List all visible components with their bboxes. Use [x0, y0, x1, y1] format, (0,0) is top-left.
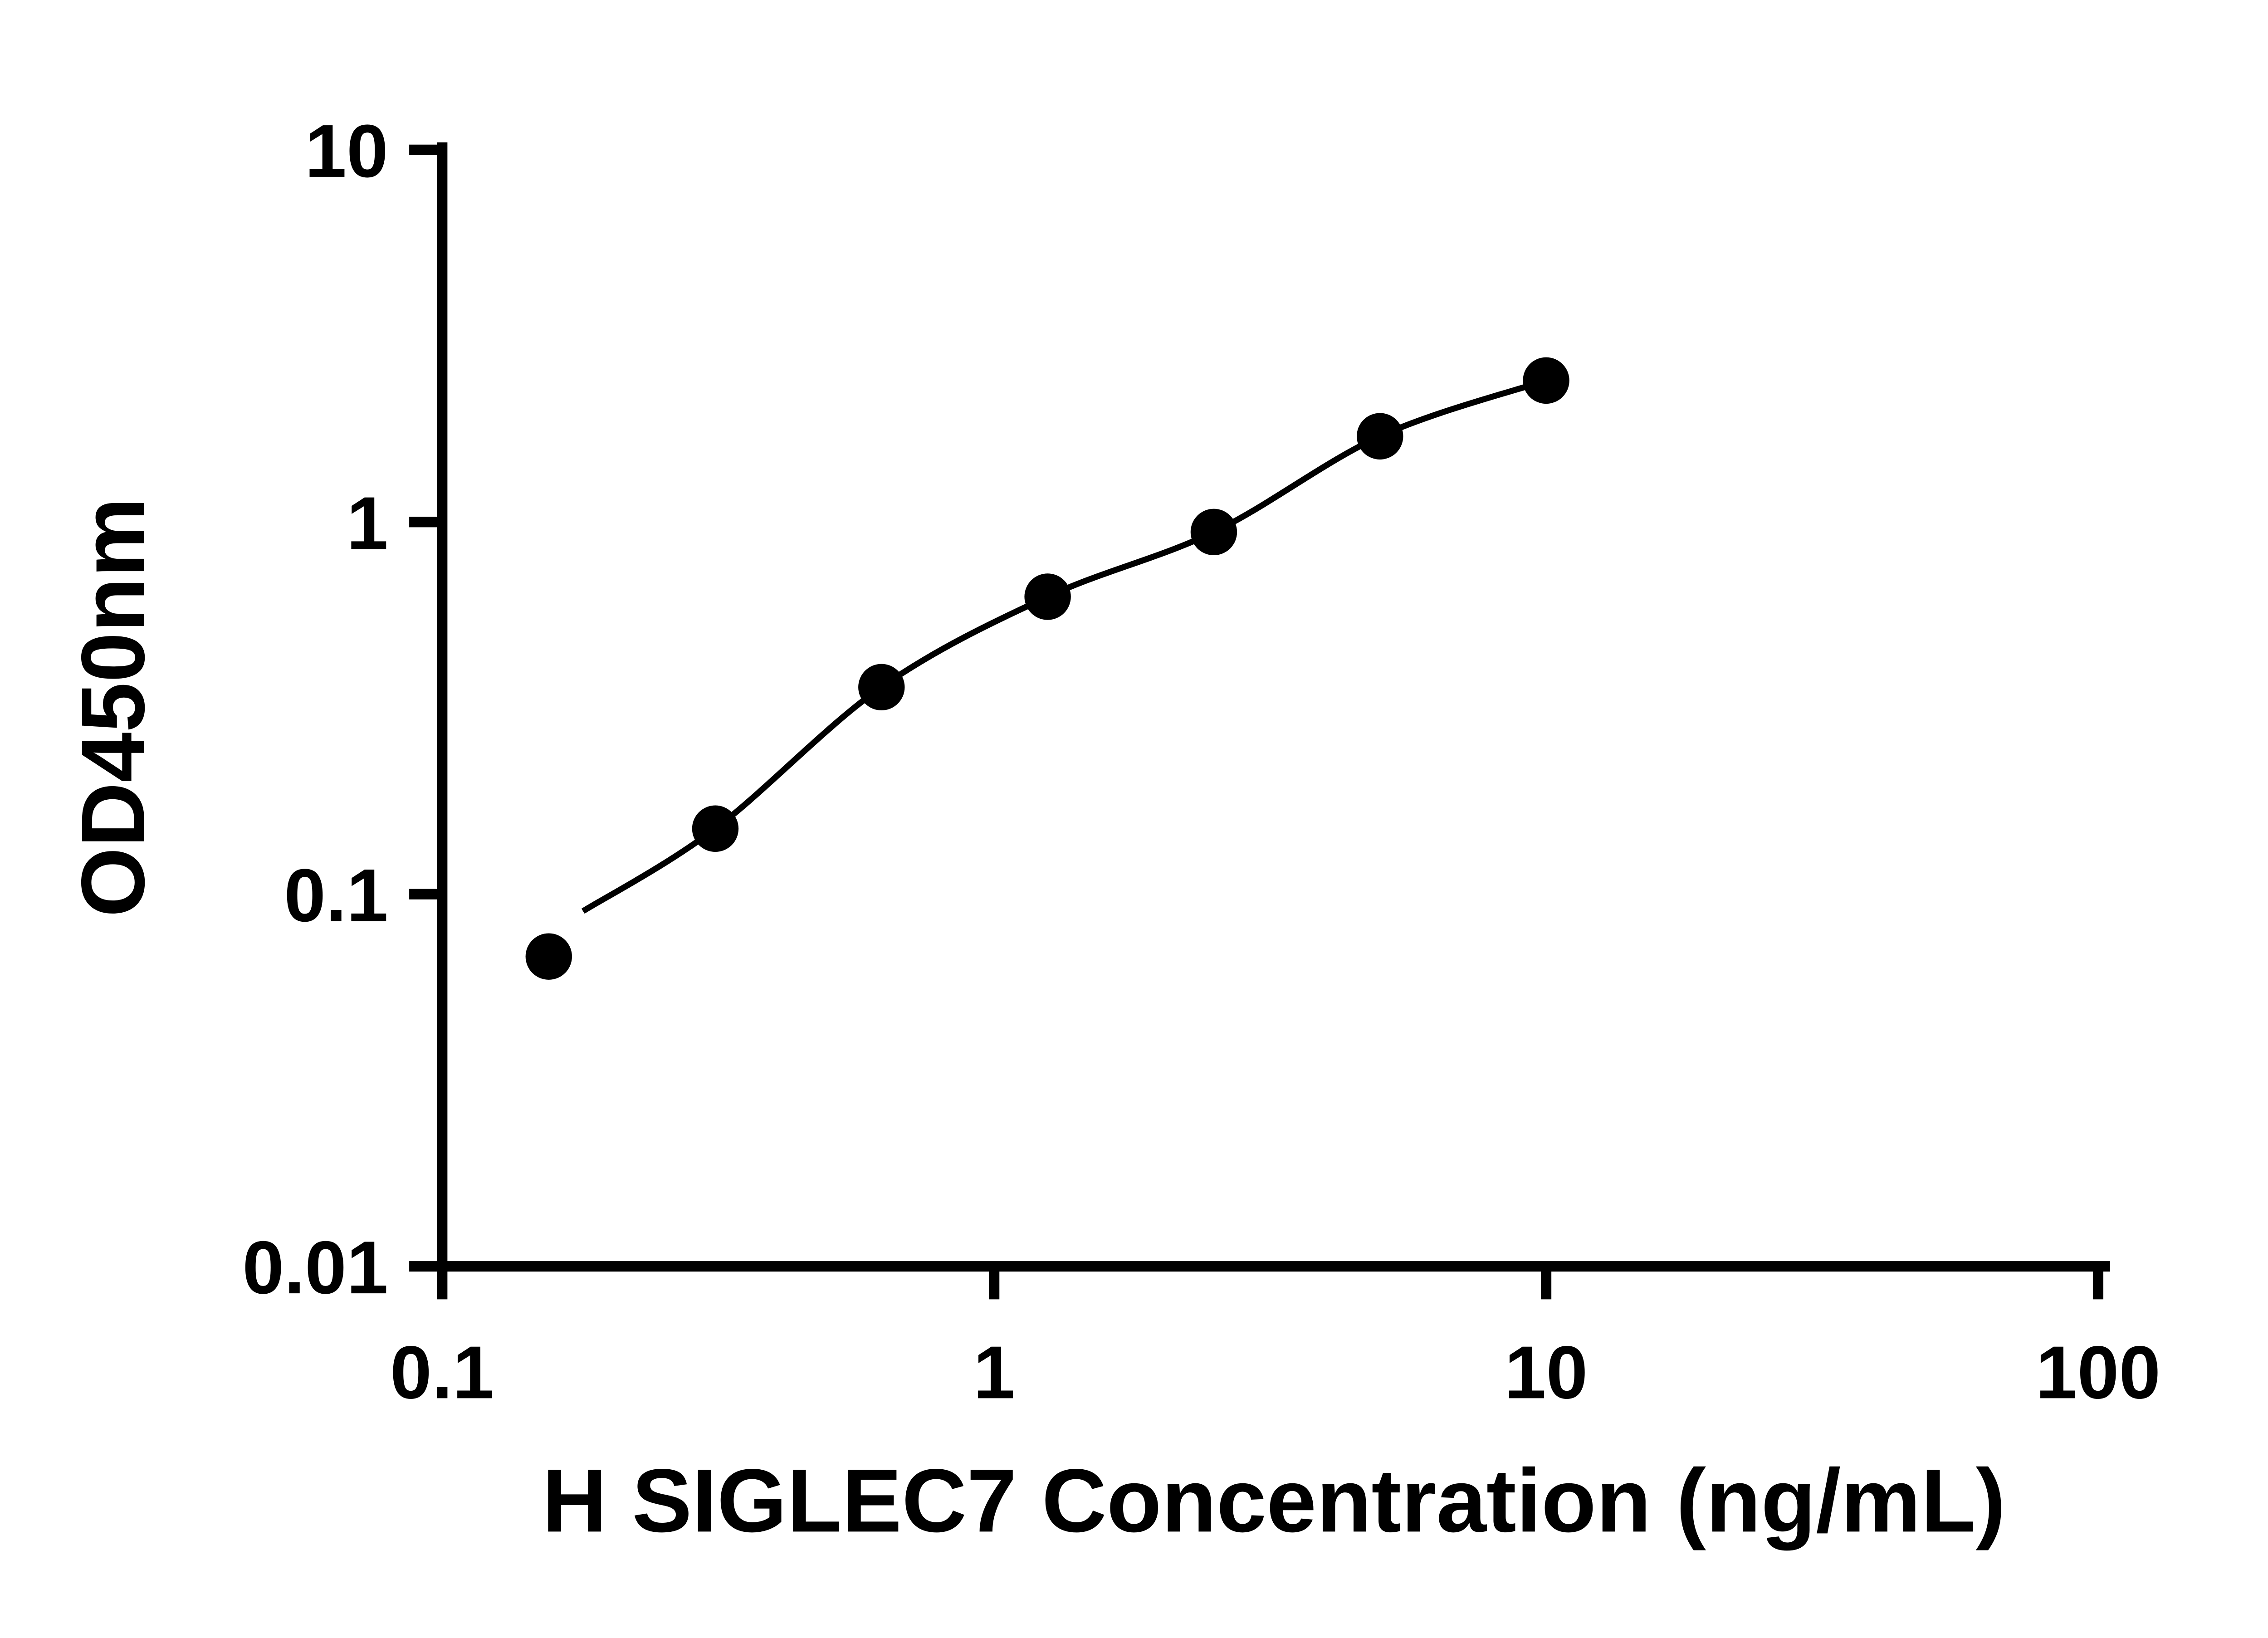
x-tick-label: 1 [973, 1330, 1015, 1414]
data-point [1357, 413, 1403, 460]
y-tick-label: 0.01 [242, 1226, 388, 1310]
x-axis-title: H SIGLEC7 Concentration (ng/mL) [542, 1451, 2006, 1551]
y-tick-label: 10 [305, 109, 388, 193]
x-tick-label: 10 [1505, 1330, 1588, 1414]
data-point [1190, 509, 1237, 556]
x-tick-label: 0.1 [390, 1330, 494, 1414]
data-point [1523, 357, 1569, 404]
y-tick-label: 0.1 [284, 854, 388, 938]
data-point [692, 805, 739, 852]
data-point [1024, 573, 1071, 620]
y-tick-label: 1 [347, 481, 388, 565]
data-point [525, 933, 572, 980]
y-axis-title: OD450nm [63, 498, 163, 917]
data-point [858, 664, 905, 711]
x-tick-label: 100 [2036, 1330, 2161, 1414]
